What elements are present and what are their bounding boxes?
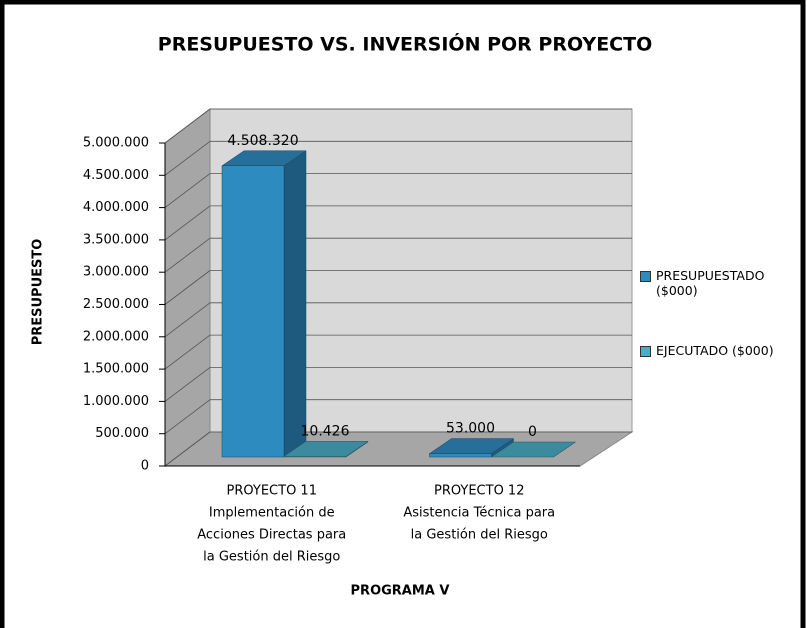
x-tick-label: PROYECTO 11	[227, 484, 317, 499]
bar	[283, 456, 347, 458]
y-tick-label: 2.500.000	[83, 297, 149, 312]
grid-line	[164, 367, 211, 402]
legend-label: EJECUTADO ($000)	[656, 343, 774, 358]
legend-swatch	[640, 271, 651, 282]
grid-line	[164, 237, 211, 273]
x-tick-label: PROYECTO 12	[434, 484, 524, 499]
grid-line	[164, 334, 211, 370]
legend-swatch	[640, 346, 651, 357]
chart-title: PRESUPUESTO VS. INVERSIÓN POR PROYECTO	[158, 32, 652, 56]
grid-line	[164, 399, 211, 435]
y-tick-label: 1.500.000	[83, 362, 149, 377]
data-label: 4.508.320	[227, 133, 298, 149]
x-tick-label: la Gestión del Riesgo	[411, 528, 548, 543]
bar-side	[283, 150, 307, 458]
y-tick-label: 1.000.000	[83, 394, 149, 409]
data-label: 10.426	[301, 423, 350, 439]
y-tick-label: 2.000.000	[83, 329, 149, 344]
grid-line	[164, 302, 211, 338]
x-tick-label: Implementación de	[209, 506, 335, 521]
y-tick-label: 4.000.000	[83, 200, 149, 215]
bar	[429, 453, 492, 458]
y-tick-label: 3.500.000	[83, 232, 149, 247]
x-tick-label: Asistencia Técnica para	[403, 506, 555, 521]
legend-label: PRESUPUESTADO ($000)	[656, 268, 765, 298]
y-tick-label: 5.000.000	[83, 136, 149, 151]
grid-line	[164, 108, 211, 144]
bar	[221, 165, 285, 458]
legend-item: PRESUPUESTADO ($000)	[640, 268, 800, 298]
grid-line	[164, 431, 211, 467]
data-label: 0	[528, 424, 537, 440]
bar-top	[490, 441, 577, 458]
grid-line	[164, 270, 211, 305]
y-tick-label: 0	[141, 459, 149, 474]
y-tick-label: 500.000	[95, 426, 149, 441]
grid-line	[164, 173, 211, 208]
x-axis-title: PROGRAMA V	[351, 584, 450, 599]
data-label: 53.000	[446, 421, 495, 437]
grid-line	[164, 140, 211, 176]
x-tick-label: la Gestión del Riesgo	[203, 550, 340, 565]
grid-line	[164, 205, 211, 241]
legend-item: EJECUTADO ($000)	[640, 343, 800, 358]
y-tick-label: 3.000.000	[83, 265, 149, 280]
y-axis-title: PRESUPUESTO	[31, 239, 46, 346]
x-tick-label: Acciones Directas para	[197, 528, 346, 543]
y-tick-label: 4.500.000	[83, 168, 149, 183]
